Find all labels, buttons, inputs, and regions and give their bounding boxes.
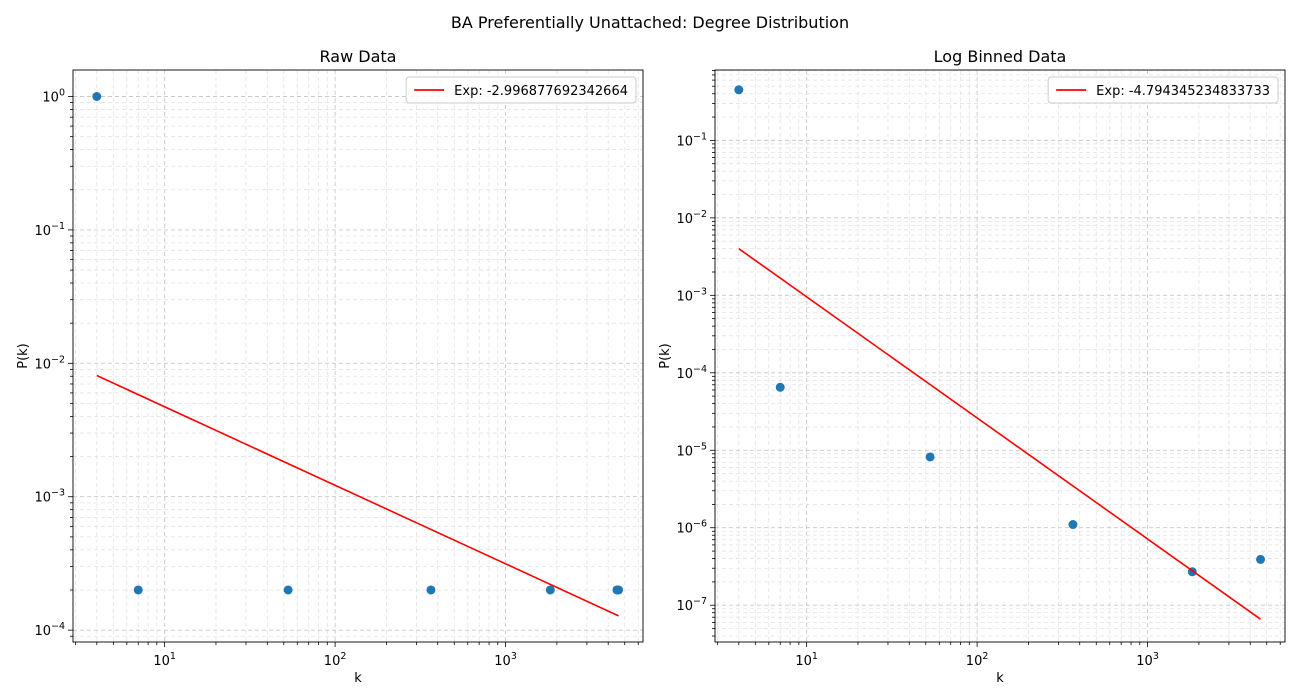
- x-axis-label: k: [354, 671, 362, 686]
- ticks: [68, 96, 639, 647]
- y-tick-label: 10−1: [34, 221, 65, 239]
- x-tick-label: 102: [966, 651, 989, 669]
- fit-line: [738, 248, 1262, 620]
- x-axis-label: k: [996, 671, 1004, 686]
- y-tick-label: 10−6: [676, 519, 707, 537]
- x-tick-label: 102: [324, 651, 347, 669]
- y-tick-label: 10−4: [676, 364, 707, 382]
- grid: [715, 70, 1285, 642]
- x-tick-label: 103: [1136, 651, 1159, 669]
- y-axis-label: P(k): [16, 343, 31, 369]
- y-tick-label: 100: [42, 88, 65, 106]
- chart-raw-data: Raw Data k P(k) 101 102 103 10−4 10−3 10−2 10−…: [16, 47, 644, 686]
- legend-label: Exp: -4.794345234833733: [1096, 84, 1270, 99]
- chart-title: Raw Data: [320, 47, 397, 66]
- ticks: [710, 70, 1281, 647]
- y-tick-label: 10−2: [34, 354, 65, 372]
- y-tick-label: 10−1: [676, 131, 707, 149]
- x-tick-label: 101: [153, 651, 176, 669]
- y-tick-label: 10−7: [676, 596, 707, 614]
- data-point: [775, 382, 785, 392]
- data-point: [925, 452, 935, 462]
- data-point: [614, 585, 624, 595]
- y-tick-label: 10−3: [34, 488, 65, 506]
- data-point: [1068, 520, 1078, 530]
- legend-box: [1047, 76, 1279, 104]
- chart-log-binned-data: Log Binned Data k P(k) 101 102 103 10−7 10−6…: [658, 47, 1286, 686]
- fit-line: [96, 374, 619, 617]
- data-point: [283, 585, 293, 595]
- data-point: [426, 585, 436, 595]
- y-axis-label: P(k): [658, 343, 673, 369]
- x-tick-label: 103: [494, 651, 517, 669]
- y-tick-label: 10−4: [34, 621, 65, 639]
- x-tick-label: 101: [795, 651, 818, 669]
- data-point: [133, 585, 143, 595]
- data-point: [1256, 554, 1266, 564]
- y-tick-label: 10−5: [676, 441, 707, 459]
- plot-frame: [72, 69, 644, 643]
- grid: [73, 70, 643, 642]
- legend: Exp: -2.996877692342664: [405, 76, 637, 104]
- figure-title: BA Preferentially Unattached: Degree Dis…: [451, 13, 849, 32]
- plot-frame: [714, 69, 1286, 643]
- legend-label: Exp: -2.996877692342664: [454, 84, 628, 99]
- data-point: [545, 585, 555, 595]
- legend-box: [405, 76, 637, 104]
- legend: Exp: -4.794345234833733: [1047, 76, 1279, 104]
- data-point: [734, 85, 744, 95]
- chart-title: Log Binned Data: [934, 47, 1067, 66]
- y-tick-label: 10−3: [676, 286, 707, 304]
- data-point: [92, 92, 102, 102]
- y-tick-label: 10−2: [676, 209, 707, 227]
